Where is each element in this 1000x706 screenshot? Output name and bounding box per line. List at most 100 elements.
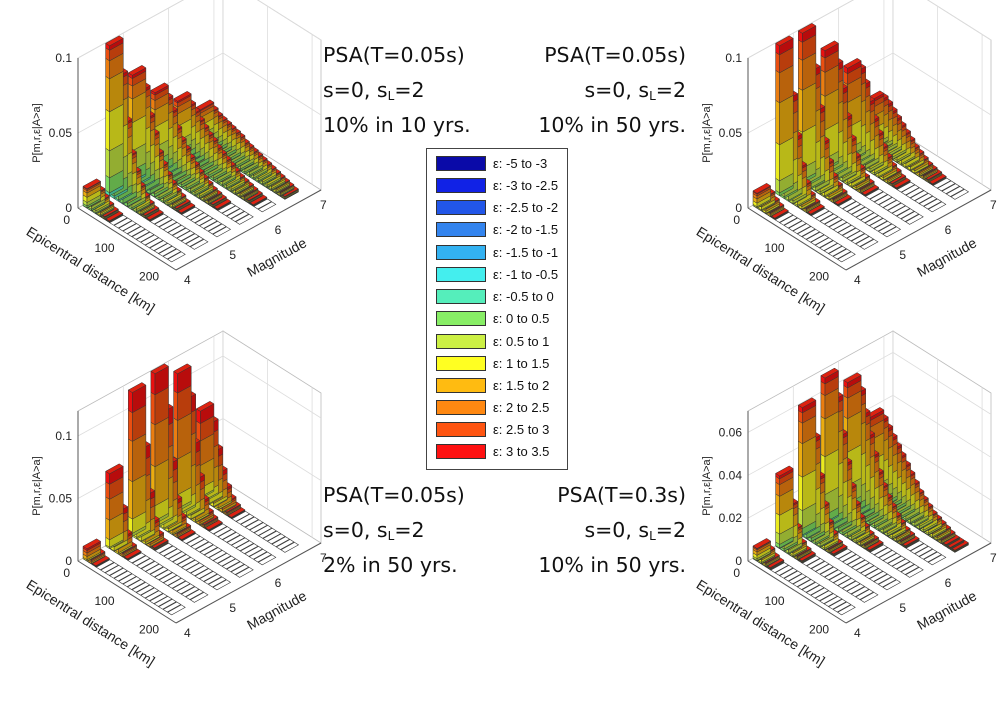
bar-top xyxy=(150,363,169,375)
empty-bin xyxy=(801,228,821,240)
empty-bin xyxy=(855,589,874,600)
empty-bin xyxy=(914,546,934,557)
caption-line-1: PSA(T=0.3s) xyxy=(557,483,686,507)
empty-bin xyxy=(104,565,124,576)
chart-panel-top-right: 0 0.05 0.1 0 100 200 4 5 6 7 P[m,r,ε|A>a] Epicentra… xyxy=(670,0,1000,353)
bar-segment-front xyxy=(173,370,178,394)
bar xyxy=(150,537,169,551)
empty-bin xyxy=(936,180,956,192)
bars xyxy=(752,23,970,263)
z-tick-label: 0.1 xyxy=(55,429,72,443)
empty-bin xyxy=(100,562,119,573)
bar-top xyxy=(820,367,839,379)
empty-bin xyxy=(149,213,169,225)
bar xyxy=(919,164,938,181)
empty-bin xyxy=(266,533,286,545)
x-axis-line xyxy=(747,560,847,624)
legend-swatch xyxy=(436,156,486,171)
empty-bin xyxy=(118,220,137,232)
empty-bin xyxy=(896,561,915,573)
bar-segment-side xyxy=(132,433,147,483)
empty-bin xyxy=(860,212,879,224)
legend-entry: ε: -3 to -2.5 xyxy=(427,177,567,195)
empty-bin xyxy=(235,213,254,225)
empty-bin xyxy=(172,554,191,565)
bar-segment-front xyxy=(105,147,110,179)
empty-bin xyxy=(280,541,300,553)
empty-bin xyxy=(208,550,228,561)
bar-top xyxy=(82,538,102,550)
empty-bin xyxy=(869,191,889,203)
empty-bin xyxy=(158,219,178,230)
bar xyxy=(82,178,102,209)
empty-bin xyxy=(792,223,812,235)
empty-bin xyxy=(180,233,200,245)
z-axis-label: P[m,r,ε|A>a] xyxy=(701,456,713,515)
empty-bin xyxy=(832,248,852,260)
bar xyxy=(797,23,817,184)
empty-bin xyxy=(167,577,187,589)
empty-bin xyxy=(779,567,798,579)
empty-bin xyxy=(149,566,169,578)
empty-bin xyxy=(918,195,938,207)
empty-bin xyxy=(136,558,155,569)
bar-segment-front xyxy=(843,395,848,420)
bar-segment-front xyxy=(105,75,110,113)
empty-bin xyxy=(877,576,897,588)
bar-segment-front xyxy=(820,415,826,458)
bar-top xyxy=(82,178,102,190)
empty-bin xyxy=(253,198,272,210)
z-tick-label: 0.02 xyxy=(719,511,743,525)
legend-label: ε: -3 to -2.5 xyxy=(493,178,559,193)
bar xyxy=(176,202,196,215)
empty-bin xyxy=(819,240,838,251)
chart-caption-top-right: PSA(T=0.05s) s=0, sL=2 10% in 50 yrs. xyxy=(538,38,686,143)
bar-segment-front xyxy=(820,69,826,97)
y-axis-line xyxy=(845,542,992,624)
empty-bin xyxy=(819,213,839,225)
caption-line-2: s=0, sL=2 xyxy=(323,518,425,543)
empty-bin xyxy=(153,596,173,607)
bar-segment-front xyxy=(798,474,803,512)
bar xyxy=(770,207,789,221)
empty-bin xyxy=(927,554,947,566)
x-tick-label: 0 xyxy=(63,566,70,580)
y-axis-line xyxy=(175,189,322,271)
bar-segment-front xyxy=(105,174,110,194)
empty-bin xyxy=(231,510,251,522)
empty-bin xyxy=(181,559,200,571)
z-tick-label: 0.05 xyxy=(49,126,73,140)
y-tick-label: 6 xyxy=(945,223,952,237)
empty-bin xyxy=(181,206,200,218)
empty-bin xyxy=(194,215,214,226)
empty-bin xyxy=(815,563,834,575)
empty-bin xyxy=(167,604,186,616)
empty-bin xyxy=(171,580,191,592)
empty-bin xyxy=(828,219,848,230)
legend-swatch xyxy=(436,400,486,415)
empty-bin xyxy=(841,227,861,239)
legend-entry: ε: -1 to -0.5 xyxy=(427,266,567,284)
empty-bin xyxy=(154,569,173,581)
empty-bin xyxy=(154,216,173,228)
empty-bin xyxy=(230,537,250,549)
bar xyxy=(204,519,223,532)
empty-bin xyxy=(199,544,219,556)
legend-swatch xyxy=(436,334,486,349)
empty-bin xyxy=(271,536,291,548)
empty-bin xyxy=(819,593,838,604)
empty-bin xyxy=(783,570,803,582)
z-tick-label: 0 xyxy=(735,554,742,568)
empty-bin xyxy=(239,543,259,554)
empty-bin xyxy=(235,513,255,525)
legend-entry: ε: -1.5 to -1 xyxy=(427,244,567,262)
empty-bin xyxy=(941,183,961,195)
bar xyxy=(928,173,947,186)
y-axis-label: Magnitude xyxy=(244,234,309,280)
empty-bin xyxy=(891,205,911,217)
y-tick-label: 6 xyxy=(945,576,952,590)
bar xyxy=(226,507,246,519)
bar xyxy=(150,363,169,525)
empty-bin xyxy=(109,214,128,226)
